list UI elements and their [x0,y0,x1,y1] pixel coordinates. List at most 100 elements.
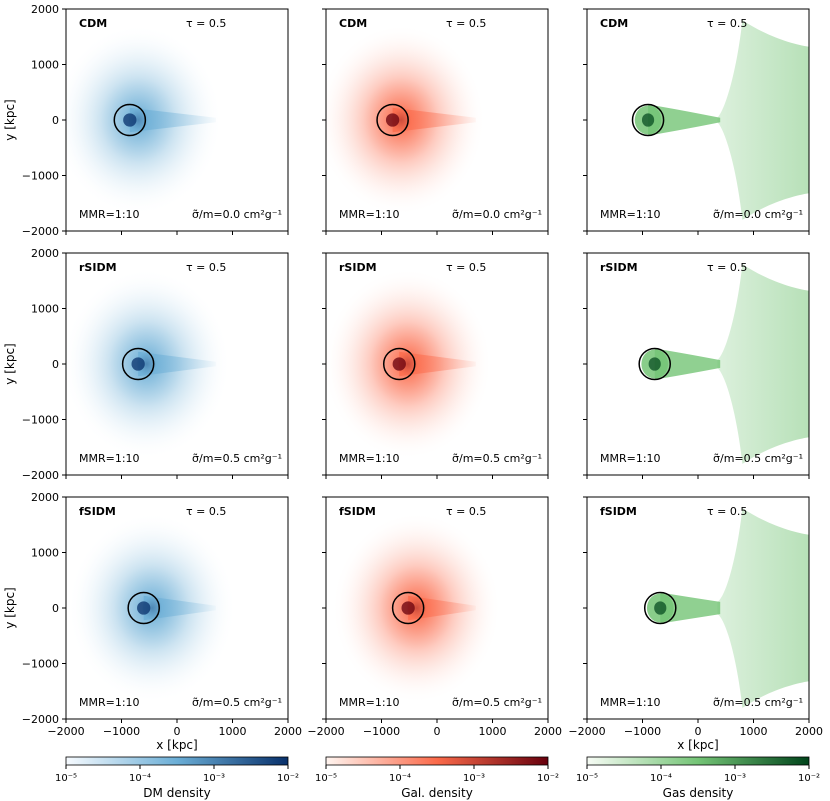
mmr-label: MMR=1:10 [600,696,661,709]
bcg-circle [638,347,671,381]
x-tick-label: 1000 [479,725,507,738]
y-tick-label: 0 [52,358,59,371]
model-label: fSIDM [339,505,376,518]
x-tick-label: −2000 [47,725,84,738]
density-tail [399,351,476,377]
model-label: fSIDM [600,505,637,518]
x-tick-label: 0 [695,725,702,738]
density-map [66,25,222,215]
gas-core-peak [654,601,667,615]
x-tick-label: −2000 [307,725,344,738]
colorbar-tick-label: 10⁻² [537,773,559,784]
mmr-label: MMR=1:10 [339,208,400,221]
density-core [123,113,137,127]
density-core [392,357,406,371]
density-map [634,20,809,220]
panel-rsidm-gal: rSIDM τ = 0.5 MMR=1:10 σ̃/m=0.5 cm²g⁻¹ [322,252,549,479]
x-tick-label: −1000 [624,725,661,738]
x-tick-label: −2000 [568,725,605,738]
cross-section-label: σ̃/m=0.5 cm²g⁻¹ [192,452,282,465]
colorbar-gas: 10⁻⁵ 10⁻⁴ 10⁻³ 10⁻² Gas density [576,756,820,800]
x-tick-label: 2000 [274,725,302,738]
tau-label: τ = 0.5 [707,17,747,30]
colorbar-tick-label: 10⁻² [798,773,820,784]
model-label: CDM [600,17,628,30]
density-map [333,513,500,703]
model-label: rSIDM [79,261,117,274]
tau-label: τ = 0.5 [186,505,226,518]
y-tick-label: 2000 [31,491,59,504]
y-tick-label: 1000 [31,59,59,72]
mmr-label: MMR=1:10 [339,696,400,709]
tau-label: τ = 0.5 [446,261,486,274]
colorbar-tick-label: 10⁻³ [203,773,225,784]
colorbar-gradient [65,756,289,766]
cross-section-label: σ̃/m=0.0 cm²g⁻¹ [452,208,542,221]
density-tail [129,107,216,133]
mmr-label: MMR=1:10 [600,208,661,221]
colorbar-gal: 10⁻⁵ 10⁻⁴ 10⁻³ 10⁻² Gal. density [315,756,559,800]
panel-fsidm-gas: −2000 −1000 0 1000 2000 fSIDM τ = 0.5 MMR=1:10 σ… [568,496,823,752]
x-axis-label: x [kpc] [677,738,718,752]
colorbar-label: Gal. density [401,786,473,800]
colorbar-tick-label: 10⁻⁴ [389,773,411,784]
density-core [131,357,145,371]
cross-section-label: σ̃/m=0.5 cm²g⁻¹ [713,696,803,709]
colorbar-tick-label: 10⁻⁴ [650,773,672,784]
x-axis-label: x [kpc] [156,738,197,752]
mmr-label: MMR=1:10 [79,208,140,221]
density-core [401,601,415,615]
mmr-label: MMR=1:10 [79,696,140,709]
cross-section-label: σ̃/m=0.5 cm²g⁻¹ [452,696,542,709]
panel-rsidm-dm: 2000 1000 0 −1000 −2000 rSIDM τ = 0.5 MMR=1:10 σ… [3,247,289,482]
colorbar-dm: 10⁻⁵ 10⁻⁴ 10⁻³ 10⁻² DM density [55,756,299,800]
y-tick-label: 0 [52,114,59,127]
cross-section-label: σ̃/m=0.5 cm²g⁻¹ [452,452,542,465]
tau-label: τ = 0.5 [186,17,226,30]
colorbar-tick-label: 10⁻⁴ [129,773,151,784]
x-tick-label: 0 [434,725,441,738]
colorbar-tick-label: 10⁻³ [463,773,485,784]
tau-label: τ = 0.5 [707,261,747,274]
colorbar-gradient [586,756,810,766]
gas-plume [717,508,809,708]
density-tail [138,351,216,377]
y-axis-label: y [kpc] [3,587,17,628]
y-tick-label: 2000 [31,3,59,16]
bcg-circle [382,347,416,381]
bcg-circle [643,591,677,625]
model-label: CDM [339,17,367,30]
tau-label: τ = 0.5 [186,261,226,274]
x-tick-label: −1000 [103,725,140,738]
gas-plume [717,20,809,220]
gas-plume [717,264,809,464]
x-tick-label: 1000 [219,725,247,738]
panel-cdm-gal: CDM τ = 0.5 MMR=1:10 σ̃/m=0.0 cm²g⁻¹ [322,8,549,235]
cross-section-label: σ̃/m=0.0 cm²g⁻¹ [192,208,282,221]
y-axis-label: y [kpc] [3,343,17,384]
gas-bridge [660,592,721,624]
gas-bridge [654,348,721,380]
mmr-label: MMR=1:10 [600,452,661,465]
density-tail [408,595,476,621]
colorbar-tick-label: 10⁻⁵ [576,773,598,784]
x-tick-label: 2000 [534,725,562,738]
bcg-circle [376,103,409,137]
bcg-circle [631,103,665,137]
panel-fsidm-dm: −2000 −1000 0 1000 2000 2000 1000 0 −1000 −2000 fS… [3,491,302,752]
y-tick-label: −2000 [22,713,59,726]
bcg-circle [121,347,155,381]
x-tick-label: 2000 [795,725,823,738]
bcg-circle [127,591,160,625]
density-map [326,25,485,215]
tau-label: τ = 0.5 [707,505,747,518]
model-label: CDM [79,17,107,30]
y-tick-label: 1000 [31,303,59,316]
colorbar-label: Gas density [663,786,734,800]
model-label: fSIDM [79,505,116,518]
bcg-circle [113,103,147,137]
model-label: rSIDM [600,261,638,274]
density-map [326,269,491,459]
